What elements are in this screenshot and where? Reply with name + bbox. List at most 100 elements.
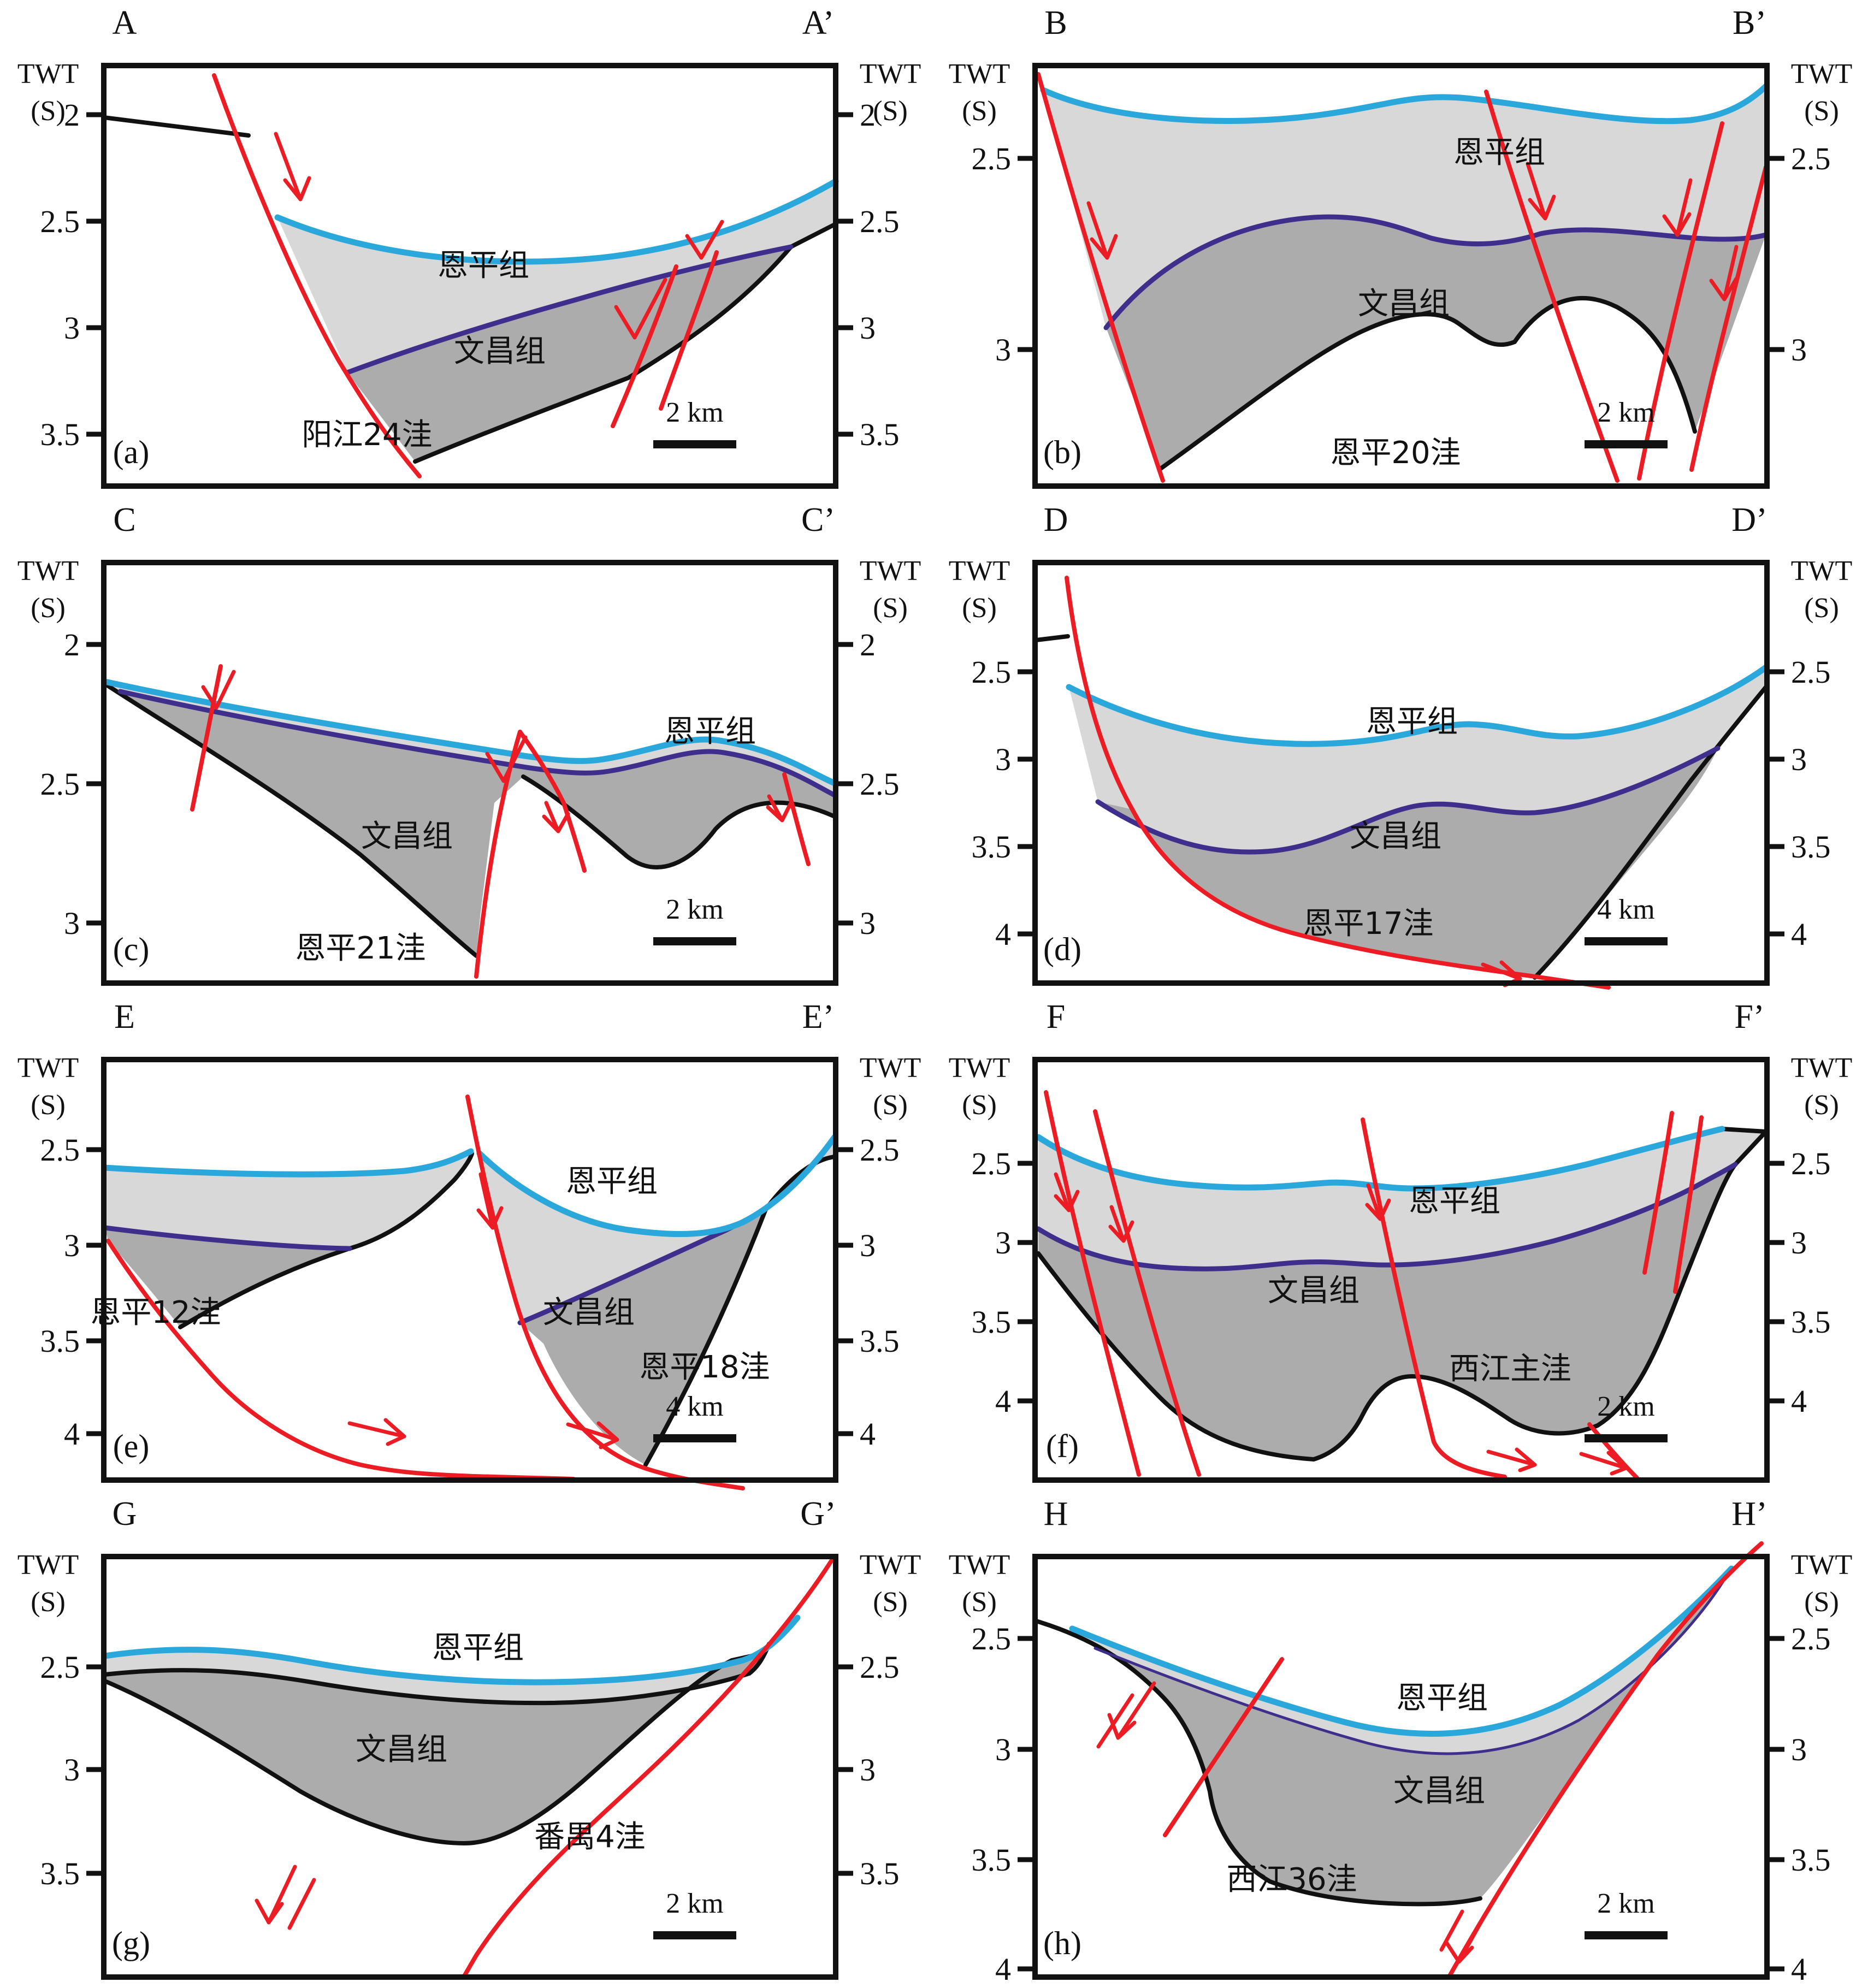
d-basement-horizon-0 (1533, 685, 1768, 980)
a-fault-downthrow-arrow-1 (614, 277, 667, 340)
f-fault-4 (1642, 1111, 1674, 1275)
c-right-endpoint-label: C’ (801, 501, 835, 539)
g-left-endpoint-label: G (113, 1495, 137, 1533)
b-fault-downthrow-arrow-0 (1086, 201, 1118, 260)
panel-g: 2.5 2.5 3 3 3.5 3.5 TWT (S) TWT (S) G G’ 恩平组 文昌组 番禺4洼 (… (0, 1491, 931, 1988)
d-right-tick-label-2: 3.5 (1791, 829, 1831, 865)
g-scale-bar (653, 1931, 736, 1939)
f-fault-5 (1673, 1115, 1704, 1294)
c-right-tick-label-2: 3 (860, 906, 876, 941)
e-formation-label-0: 恩平组 (566, 1164, 658, 1199)
e-enping2-formation-fill (480, 1137, 835, 1323)
panel-c: 2 2 2.5 2.5 3 3 TWT (S) TWT (S) C C’ 恩平组 文昌组 恩平21洼 (c) 2… (0, 497, 931, 994)
b-enping-top-horizon-0 (1040, 83, 1769, 125)
f-formation-label-1: 文昌组 (1268, 1273, 1359, 1309)
e-fault-0 (106, 1239, 576, 1481)
section-d-svg: 2.5 2.5 3 3 3.5 3.5 4 4 TWT (S) TWT (S) D D’ 恩平组文昌组恩平1… (949, 501, 1852, 990)
f-fault-downthrow-arrow-4 (1579, 1451, 1628, 1476)
f-fault-downthrow-arrow-1 (1108, 1205, 1134, 1243)
a-fault-downthrow-arrow-0 (274, 132, 311, 202)
a-fault-0 (212, 73, 422, 478)
a-right-tick-label-0: 2 (860, 97, 876, 133)
g-right-endpoint-label: G’ (800, 1495, 836, 1533)
d-scale-bar (1585, 937, 1668, 945)
a-scale-label: 2 km (666, 397, 723, 428)
f-panel-letter: (f) (1046, 1428, 1079, 1464)
h-twt-label-left: TWT (949, 1549, 1010, 1581)
f-scale-bar (1585, 1434, 1668, 1442)
f-left-endpoint-label: F (1047, 998, 1065, 1036)
g-left-tick-label-0: 2.5 (40, 1649, 80, 1685)
c-left-tick-label-2: 3 (64, 906, 80, 941)
a-twt-label-right: TWT (860, 58, 921, 90)
e-sag-name-0: 恩平12洼 (90, 1295, 221, 1330)
a-scale-bar (653, 440, 736, 448)
h-right-endpoint-label: H’ (1731, 1495, 1767, 1533)
c-fault-downthrow-arrow-1 (485, 735, 528, 783)
c-enping-top-horizon-0 (102, 678, 838, 786)
d-twt-unit-left: (S) (962, 593, 997, 624)
c-fault-1 (518, 730, 587, 873)
e-fault-downthrow-arrow-1 (476, 1172, 504, 1230)
a-fault-downthrow-arrow-2 (685, 220, 724, 260)
h-left-tick-label-0: 2.5 (972, 1621, 1012, 1656)
e-fault-downthrow-arrow-2 (566, 1421, 619, 1449)
e-scale-bar (653, 1434, 736, 1442)
b-left-tick-label-0: 2.5 (972, 141, 1012, 176)
h-right-tick-label-3: 4 (1791, 1951, 1807, 1987)
c-scale-label: 2 km (666, 894, 723, 925)
e-left-tick-label-1: 3 (64, 1228, 80, 1263)
e-wenchang-formation-fill (105, 1228, 350, 1327)
f-right-tick-label-2: 3.5 (1791, 1304, 1831, 1340)
g-twt-label-left: TWT (17, 1549, 79, 1581)
h-left-tick-label-2: 3.5 (972, 1842, 1012, 1878)
a-left-endpoint-label: A (113, 4, 137, 42)
c-twt-unit-right: (S) (873, 593, 908, 624)
g-fault-0 (462, 1559, 834, 1978)
h-left-tick-label-3: 4 (995, 1951, 1011, 1987)
e-right-tick-label-1: 3 (860, 1228, 876, 1263)
h-enping-formation-fill (1072, 1569, 1731, 1754)
a-fault-2 (659, 250, 719, 411)
c-fault-downthrow-arrow-3 (766, 794, 793, 823)
h-left-tick-label-1: 3 (995, 1732, 1011, 1767)
b-twt-unit-right: (S) (1804, 96, 1839, 127)
g-wenchang-formation-fill (105, 1644, 769, 1843)
f-section-frame (1032, 1057, 1770, 1483)
e-fault-1 (465, 1094, 745, 1490)
h-sag-name-0: 西江36洼 (1226, 1862, 1357, 1897)
c-twt-unit-left: (S) (31, 593, 66, 624)
h-enping-top-horizon-0 (1069, 1565, 1735, 1737)
a-left-tick-label-0: 2 (64, 97, 80, 133)
e-left-tick-label-0: 2.5 (40, 1132, 80, 1168)
g-twt-unit-right: (S) (873, 1587, 908, 1618)
e-left-endpoint-label: E (114, 998, 135, 1036)
e-right-tick-label-0: 2.5 (860, 1132, 900, 1168)
e-scale-label: 4 km (666, 1391, 723, 1422)
b-fault-downthrow-arrow-1 (1526, 162, 1556, 221)
h-formation-label-0: 恩平组 (1396, 1681, 1488, 1716)
h-fault-downthrow-arrow-0 (1445, 1920, 1483, 1964)
b-section-frame (1032, 63, 1770, 489)
g-fault-downthrow-arrow-0 (255, 1865, 297, 1925)
f-fault-1 (1093, 1109, 1201, 1477)
b-fault-3 (1689, 165, 1768, 472)
h-fault-0 (1448, 1541, 1764, 1977)
panel-d: 2.5 2.5 3 3 3.5 3.5 4 4 TWT (S) TWT (S) D D’ 恩平组 文昌组 恩平1… (931, 497, 1862, 994)
e-section-frame (101, 1057, 838, 1483)
panel-f: 2.5 2.5 3 3 3.5 3.5 4 4 TWT (S) TWT (S) F F’ 恩平组 文昌组 西江主… (931, 994, 1862, 1491)
a-left-tick-label-3: 3.5 (40, 417, 80, 452)
h-basement-horizon-0 (1034, 1619, 1482, 1907)
b-twt-label-right: TWT (1791, 58, 1853, 90)
c-left-endpoint-label: C (113, 501, 135, 539)
d-twt-unit-right: (S) (1804, 593, 1839, 624)
e-sag-name-1: 恩平18洼 (639, 1350, 770, 1385)
c-panel-letter: (c) (113, 931, 150, 967)
e-twt-unit-left: (S) (31, 1090, 66, 1121)
b-fault-downthrow-arrow-3 (1709, 245, 1739, 301)
c-left-tick-label-0: 2 (64, 627, 80, 662)
a-section-frame (101, 63, 838, 489)
h-wenchang-formation-fill (1095, 1579, 1724, 1904)
b-fault-2 (1637, 121, 1724, 481)
